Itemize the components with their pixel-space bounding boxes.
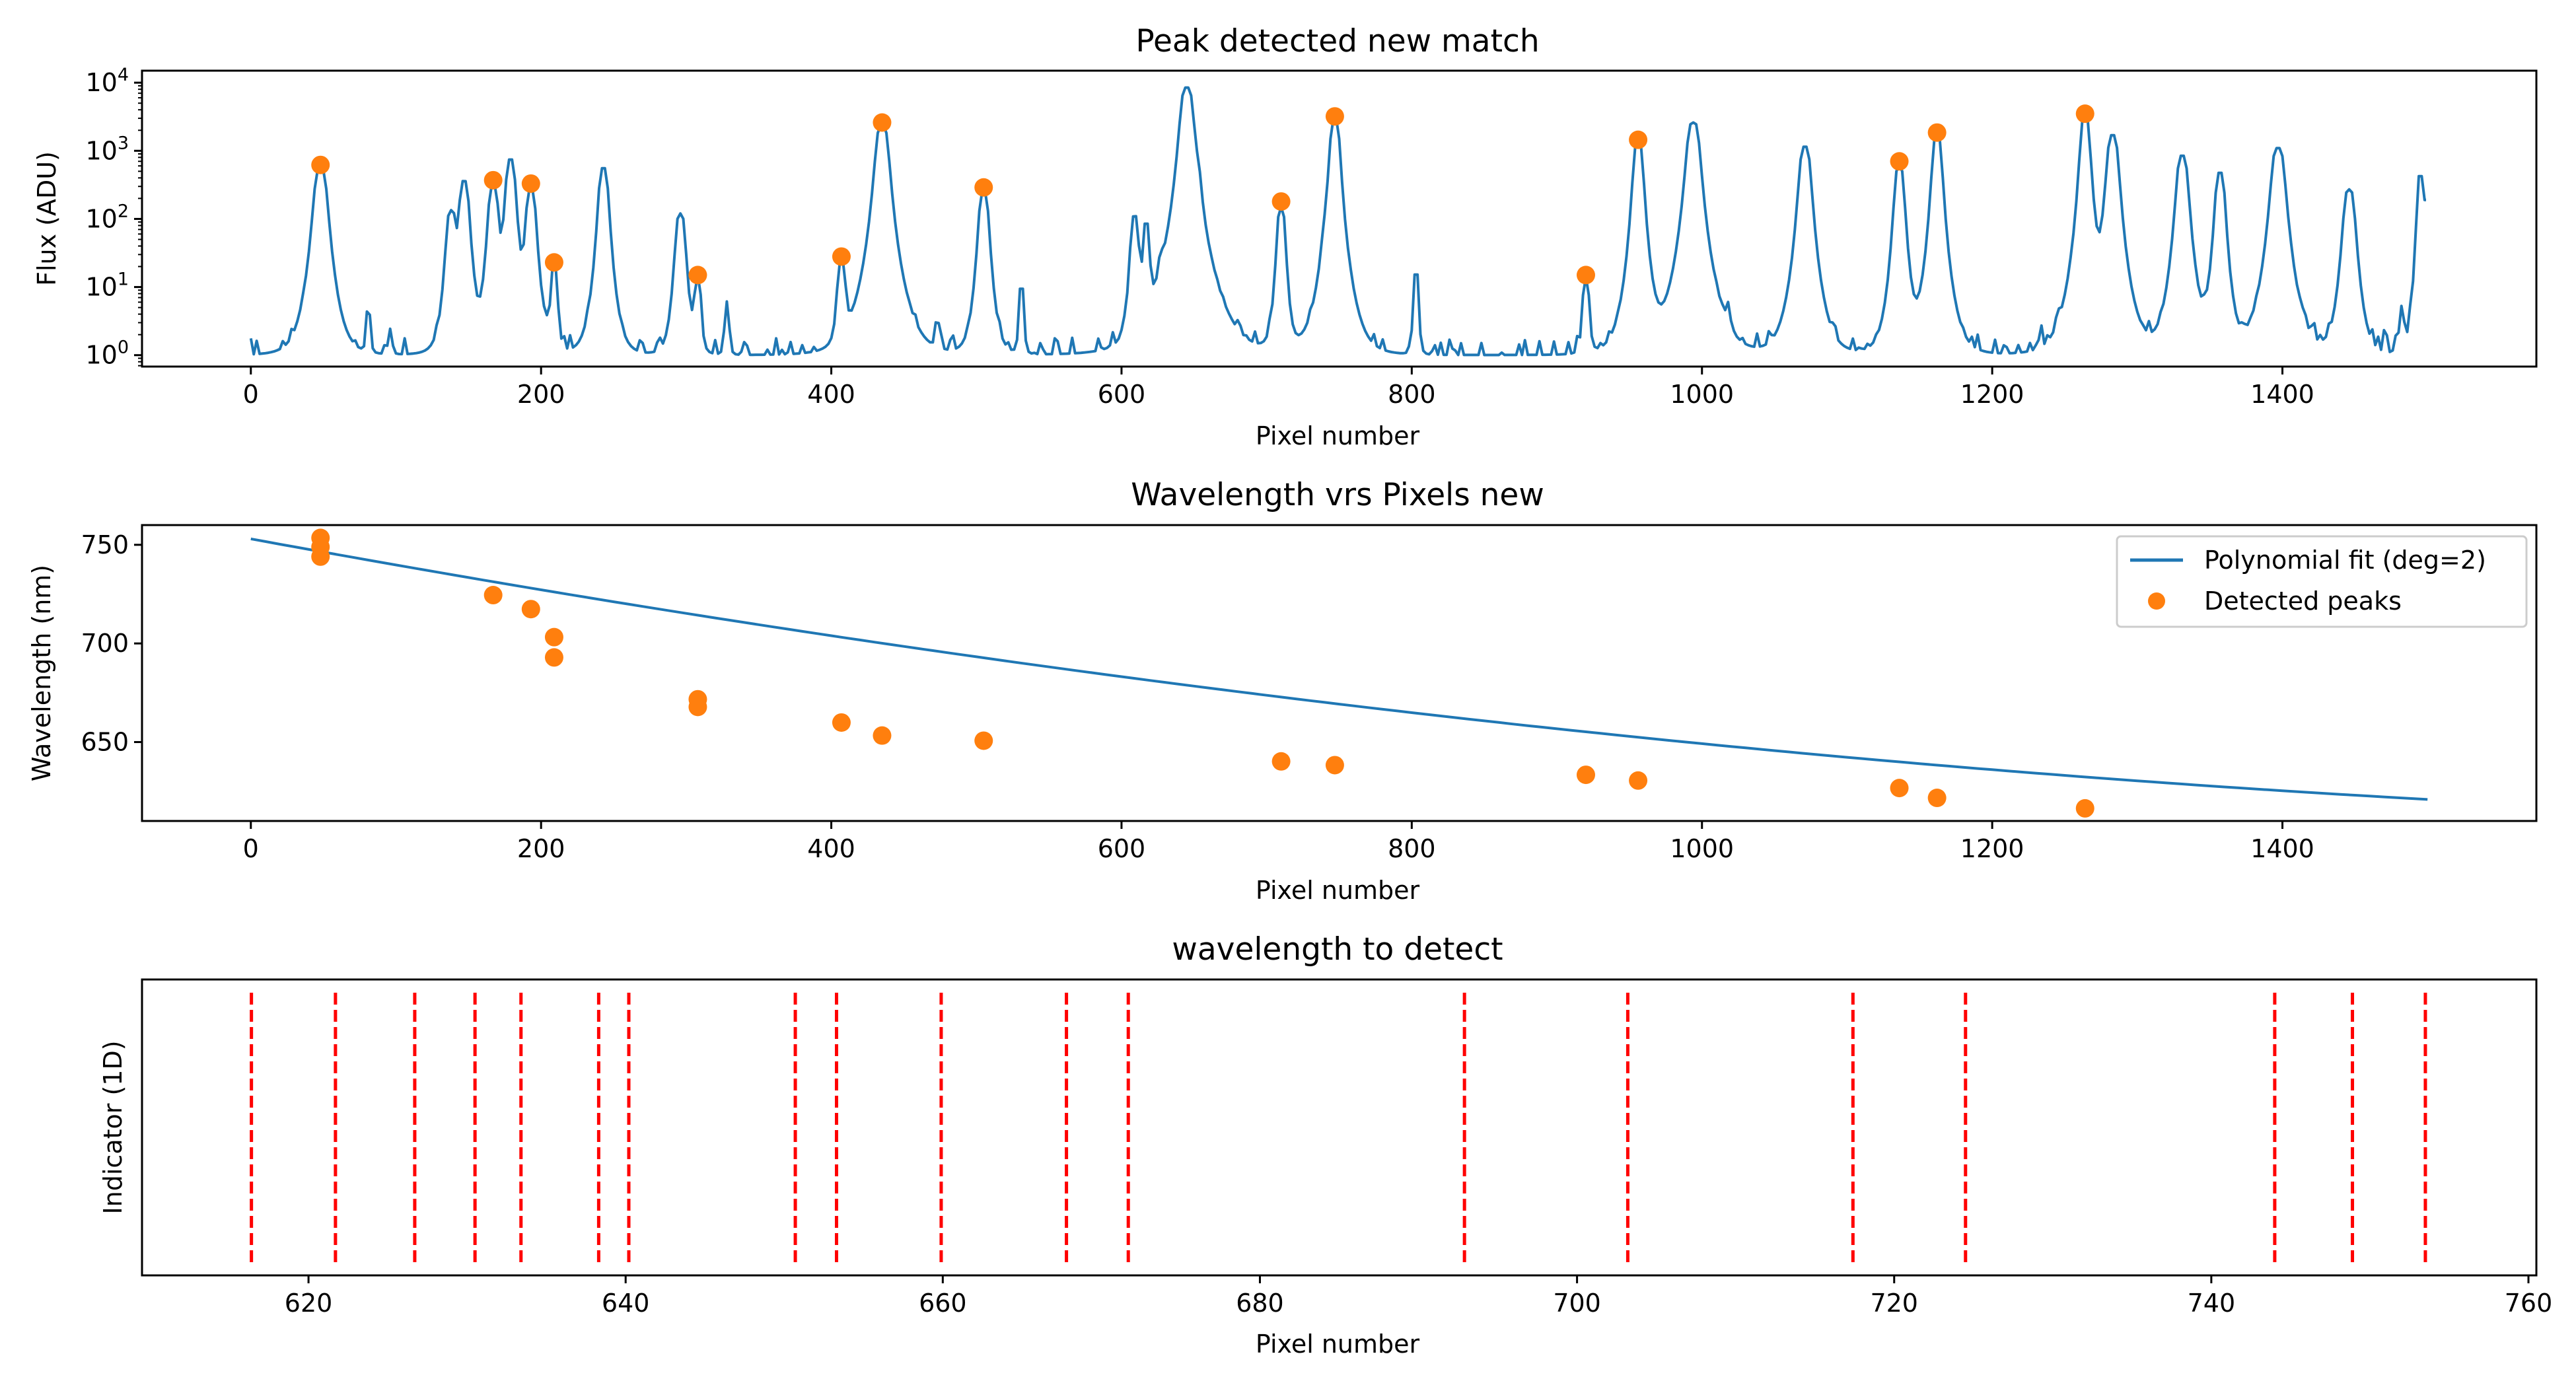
x-tick-label: 640 [602, 1289, 650, 1318]
x-tick-label: 200 [517, 834, 565, 863]
chart-title: Wavelength vrs Pixels new [1131, 477, 1544, 513]
legend-box [2116, 535, 2528, 628]
chart-title: Peak detected new match [1135, 23, 1539, 59]
x-tick-label: 680 [1236, 1289, 1284, 1318]
plot-area [249, 86, 2426, 357]
detected-peak-marker [1629, 771, 1648, 790]
x-tick-label: 1200 [1960, 380, 2024, 409]
x-tick-label: 400 [807, 834, 855, 863]
x-tick-label: 200 [517, 380, 565, 409]
y-tick-label: 750 [81, 530, 129, 559]
chart-panel-flux: Peak detected new match 0 200 400 600 800 100… [32, 23, 2538, 450]
y-tick-label: 100 [85, 338, 129, 370]
detected-peak-marker [521, 600, 540, 619]
y-axis-ticks: 100 101 102 103 104 [85, 65, 142, 370]
peak-marker [1927, 123, 1947, 142]
detected-peak-marker [311, 547, 330, 566]
peak-marker [544, 253, 563, 272]
x-axis-ticks: 0 200 400 600 800 1000 1200 1400 [243, 821, 2314, 863]
x-tick-label: 740 [2188, 1289, 2236, 1318]
peak-marker [873, 113, 892, 132]
detected-peak-marker [974, 731, 993, 750]
detected-peak-marker [544, 627, 563, 647]
detected-peak-marker [483, 586, 503, 605]
detected-peak-marker [1325, 756, 1344, 775]
x-tick-label: 620 [285, 1289, 333, 1318]
y-axis-ticks: 650 700 750 [81, 530, 142, 757]
x-axis-label: Pixel number [1256, 421, 1420, 450]
x-tick-label: 0 [243, 380, 259, 409]
detected-peak-marker [544, 648, 563, 667]
legend-label-fit: Polynomial fit (deg=2) [2204, 546, 2486, 575]
x-tick-label: 1400 [2250, 834, 2314, 863]
peak-marker [688, 266, 707, 285]
x-tick-label: 760 [2505, 1289, 2553, 1318]
spectrum-line [249, 86, 2426, 357]
x-tick-label: 720 [1870, 1289, 1918, 1318]
y-axis-label: Wavelength (nm) [27, 565, 56, 781]
peak-marker [974, 178, 993, 197]
x-tick-label: 1400 [2250, 380, 2314, 409]
y-tick-label: 700 [81, 629, 129, 658]
x-tick-label: 800 [1388, 380, 1436, 409]
x-tick-label: 0 [243, 834, 259, 863]
detected-peak-marker [873, 726, 892, 745]
chart-panel-wavelength: Wavelength vrs Pixels new 0 200 400 600 800 1… [27, 477, 2538, 905]
y-tick-label: 101 [85, 269, 129, 302]
x-tick-label: 600 [1098, 380, 1146, 409]
peak-marker [2075, 104, 2094, 124]
polynomial-fit-line [250, 537, 2428, 801]
x-tick-label: 600 [1098, 834, 1146, 863]
x-axis-ticks: 620 640 660 680 700 720 740 760 [285, 1275, 2552, 1318]
peak-marker [1325, 107, 1344, 126]
plot-markers [311, 528, 2094, 818]
peak-marker [311, 155, 330, 174]
plot-area [250, 537, 2428, 801]
detected-peak-marker [1927, 789, 1947, 808]
peak-marker [832, 247, 851, 266]
detected-peak-marker [2075, 799, 2094, 818]
chart-panel-indicator: wavelength to detect 620 640 660 680 700 720 7… [98, 931, 2552, 1359]
legend-marker-swatch [2148, 592, 2165, 610]
detected-peak-marker [1890, 779, 1909, 798]
x-tick-label: 400 [807, 380, 855, 409]
y-axis-label: Flux (ADU) [32, 151, 61, 286]
y-tick-label: 103 [85, 133, 129, 165]
axes-frame [141, 524, 2538, 822]
peak-marker [1271, 192, 1291, 211]
legend: Polynomial fit (deg=2) Detected peaks [2116, 535, 2528, 628]
peak-marker [521, 174, 540, 193]
peak-marker [1629, 130, 1648, 149]
x-tick-label: 1000 [1670, 380, 1734, 409]
legend-label-peaks: Detected peaks [2204, 587, 2402, 616]
peak-marker [1890, 152, 1909, 171]
y-tick-label: 104 [85, 65, 129, 97]
x-tick-label: 660 [919, 1289, 967, 1318]
peak-marker [483, 170, 503, 190]
x-tick-label: 1000 [1670, 834, 1734, 863]
x-axis-label: Pixel number [1256, 876, 1420, 905]
detected-peak-marker [832, 713, 851, 732]
plot-area [250, 993, 2427, 1262]
x-tick-label: 800 [1388, 834, 1436, 863]
x-tick-label: 700 [1553, 1289, 1601, 1318]
x-tick-label: 1200 [1960, 834, 2024, 863]
x-axis-label: Pixel number [1256, 1330, 1420, 1359]
peak-marker [1576, 266, 1595, 285]
y-tick-label: 650 [81, 728, 129, 757]
detected-peak-marker [688, 697, 707, 717]
x-axis-ticks: 0 200 400 600 800 1000 1200 1400 [243, 367, 2314, 409]
plot-markers [311, 104, 2094, 285]
detected-peak-marker [1271, 752, 1291, 771]
axes-frame [141, 978, 2538, 1277]
detected-peak-marker [1576, 765, 1595, 785]
chart-title: wavelength to detect [1172, 931, 1503, 968]
y-axis-label: Indicator (1D) [98, 1040, 127, 1214]
y-tick-label: 102 [85, 201, 129, 233]
